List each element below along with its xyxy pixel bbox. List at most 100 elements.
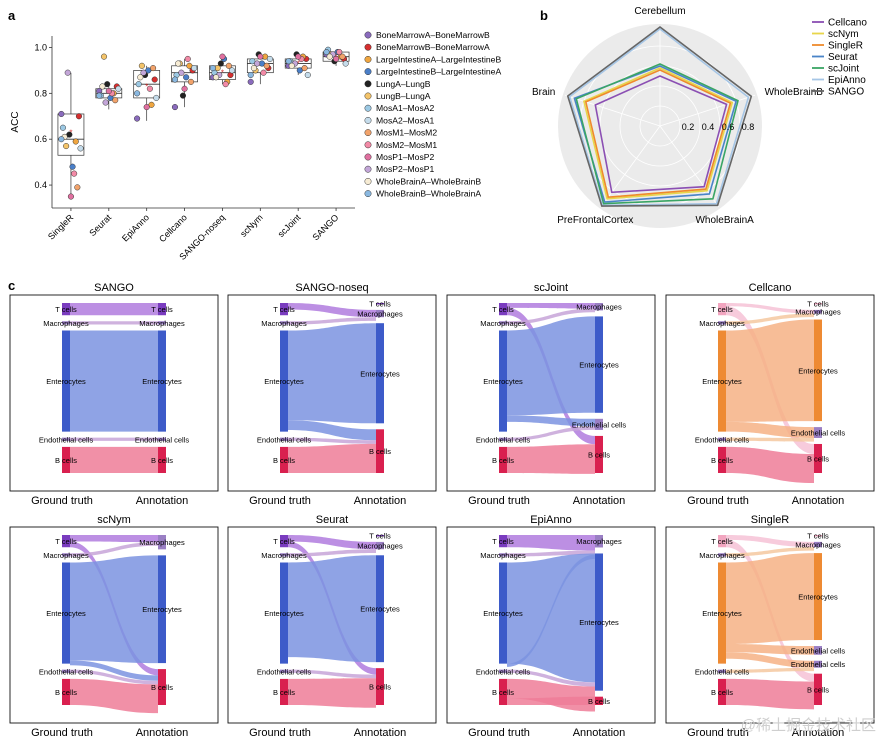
data-point bbox=[69, 163, 76, 170]
data-point bbox=[135, 81, 142, 88]
sankey-right-node bbox=[814, 303, 822, 305]
x-tick-label: Cellcano bbox=[157, 212, 189, 244]
sankey-right-node bbox=[376, 429, 384, 473]
sankey-left-node bbox=[499, 321, 507, 325]
sankey-flow bbox=[70, 330, 158, 432]
sankey-right-node bbox=[814, 673, 822, 705]
sankey-flow bbox=[507, 308, 595, 325]
sankey-left-node bbox=[499, 678, 507, 705]
sankey-left-node-label: Endothelial cells bbox=[476, 435, 530, 444]
radar-legend-label: scNym bbox=[828, 29, 859, 40]
y-tick-label: 1.0 bbox=[34, 42, 47, 52]
radar-legend-label: Seurat bbox=[828, 52, 858, 63]
sankey-right-node-label: Macrophages bbox=[357, 542, 403, 551]
sankey-right-node bbox=[814, 535, 822, 537]
sankey-left-node bbox=[718, 446, 726, 473]
data-point bbox=[225, 62, 232, 69]
sankey-left-node-label: Endothelial cells bbox=[695, 435, 749, 444]
sankey-right-node bbox=[814, 309, 822, 314]
radar-series-SANGO bbox=[566, 25, 753, 207]
sankey-title: SANGO-noseq bbox=[295, 282, 368, 294]
sankey-left-node bbox=[280, 562, 288, 664]
sankey-right-node-label: Macrophages bbox=[576, 303, 622, 312]
sankey-left-node-label: B cells bbox=[55, 456, 77, 465]
sankey-right-node bbox=[158, 446, 166, 473]
data-point bbox=[102, 99, 109, 106]
sankey-flow bbox=[507, 550, 595, 557]
sankey-flow bbox=[726, 313, 814, 325]
sankey-right-node-label: B cells bbox=[588, 697, 610, 706]
sankey-right-node-label: T cells bbox=[369, 531, 391, 540]
sankey-right-node bbox=[814, 541, 822, 548]
radar-series-SingleR bbox=[584, 69, 732, 199]
sankey-left-node bbox=[718, 330, 726, 432]
sankey-flow bbox=[70, 660, 158, 681]
sankey-flow bbox=[507, 669, 595, 687]
y-tick-label: 0.4 bbox=[34, 180, 47, 190]
sankey-left-axis-label: Ground truth bbox=[249, 495, 311, 507]
sankey-left-node-label: Macrophages bbox=[699, 551, 745, 560]
sankey-right-axis-label: Annotation bbox=[573, 495, 626, 507]
sankey-left-node-label: T cells bbox=[711, 305, 733, 314]
sankey-right-node-label: Enterocytes bbox=[360, 605, 400, 614]
sankey-right-node-label: B cells bbox=[807, 685, 829, 694]
data-point bbox=[181, 85, 188, 92]
radar-legend-label: Cellcano bbox=[828, 18, 867, 29]
sankey-flow bbox=[288, 678, 376, 708]
data-point bbox=[63, 143, 70, 150]
sankey-left-node-label: Macrophages bbox=[480, 551, 526, 560]
sankey-left-node-label: T cells bbox=[711, 537, 733, 546]
sankey-flow bbox=[726, 644, 814, 655]
sankey-left-node bbox=[718, 321, 726, 325]
data-point bbox=[295, 53, 302, 60]
sankey-left-node-label: Endothelial cells bbox=[476, 667, 530, 676]
sankey-title: scJoint bbox=[534, 282, 568, 294]
sankey-right-node bbox=[814, 660, 822, 668]
sankey-left-node bbox=[62, 303, 70, 316]
legend-marker bbox=[364, 104, 372, 112]
sankey-flow bbox=[507, 696, 595, 705]
sankey-left-node bbox=[62, 437, 70, 441]
panel-letter-b: b bbox=[540, 8, 548, 23]
sankey-flow bbox=[70, 669, 158, 685]
sankey-right-node-label: Endothelial cells bbox=[791, 660, 845, 669]
sankey-left-node bbox=[62, 562, 70, 664]
sankey-right-node-label: Enterocytes bbox=[798, 593, 838, 602]
sankey-title: Seurat bbox=[316, 514, 348, 526]
radar-series-scNym bbox=[582, 67, 734, 200]
sankey-right-node-label: Enterocytes bbox=[142, 377, 182, 386]
radar-legend-label: SANGO bbox=[828, 87, 864, 98]
sankey-right-axis-label: Annotation bbox=[354, 495, 407, 507]
data-point bbox=[58, 110, 65, 118]
sankey-right-node bbox=[158, 303, 166, 316]
sankey-right-axis-label: Annotation bbox=[136, 727, 189, 737]
sankey-flow bbox=[288, 555, 376, 663]
sankey-title: Cellcano bbox=[749, 282, 792, 294]
sankey-right-node-label: Endothelial cells bbox=[791, 646, 845, 655]
data-point bbox=[250, 65, 257, 72]
sankey-right-axis-label: Annotation bbox=[354, 727, 407, 737]
y-tick-label: 0.8 bbox=[34, 88, 47, 98]
sankey-right-node bbox=[376, 541, 384, 550]
box-plot-panel: 0.4 0.6 0.8 1.0 ACC SingleR * Seurat * EpiAnno * Ce… bbox=[10, 36, 355, 262]
mean-marker: * bbox=[259, 62, 262, 71]
radar-legend-label: SingleR bbox=[828, 41, 863, 52]
sankey-right-axis-label: Annotation bbox=[792, 727, 845, 737]
legend-label: BoneMarrowB–BoneMarrowA bbox=[376, 42, 490, 52]
sankey-left-node bbox=[62, 678, 70, 705]
radar-spoke bbox=[564, 94, 661, 127]
sankey-left-node bbox=[499, 330, 507, 432]
sankey-right-node-label: Endothelial cells bbox=[572, 420, 626, 429]
sankey-panel-scNym: scNym Ground truth Annotation T cells Macrop… bbox=[9, 514, 219, 737]
sankey-right-node-label: Macrophages bbox=[139, 538, 185, 547]
sankey-right-node-label: Enterocytes bbox=[142, 605, 182, 614]
sankey-flow bbox=[288, 317, 376, 325]
data-point bbox=[150, 65, 157, 72]
data-point bbox=[134, 90, 141, 97]
data-point bbox=[112, 97, 119, 104]
sankey-right-node bbox=[595, 435, 603, 473]
sankey-right-node bbox=[814, 319, 822, 422]
data-point bbox=[333, 55, 340, 62]
mean-marker: * bbox=[221, 69, 224, 78]
sankey-left-node-label: T cells bbox=[55, 305, 77, 314]
